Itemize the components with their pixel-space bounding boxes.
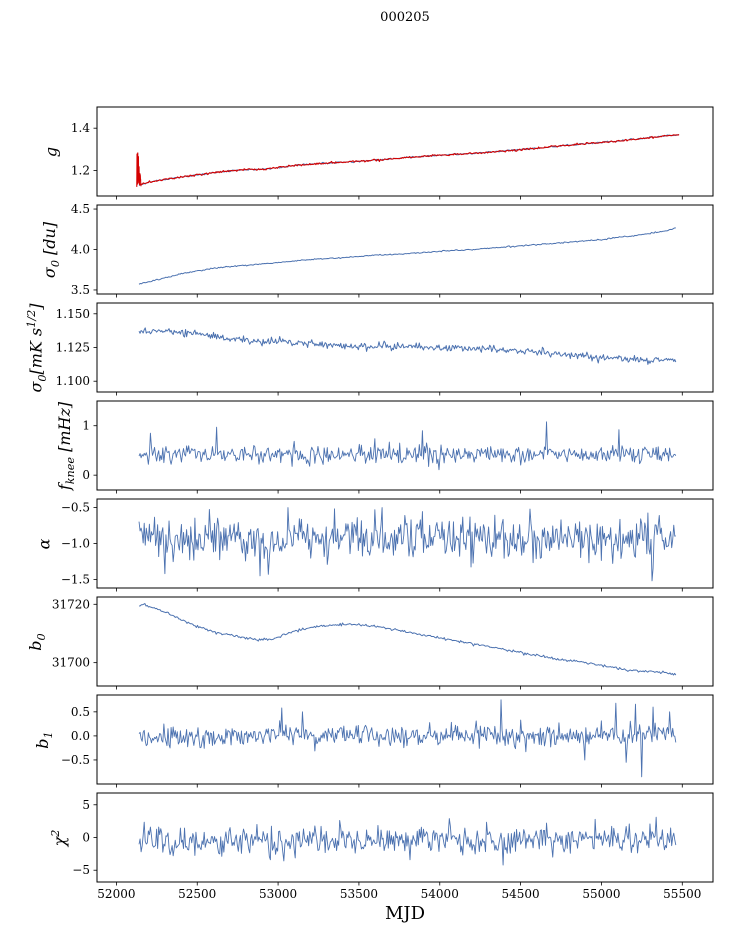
y-tick-label: 0 <box>82 468 90 482</box>
y-axis-label-b1: b1 <box>33 730 56 749</box>
panel-b1: −0.5 0.0 0.5 <box>61 694 714 788</box>
panel-alpha: −1.5 −1.0 −0.5 <box>61 498 714 592</box>
x-tick-label: 52000 <box>97 887 135 901</box>
panel-sigma0-mK: 1.100 1.125 1.150 <box>56 302 714 396</box>
series-gain-raw-startup-spike <box>136 152 142 187</box>
x-tick-label: 52500 <box>178 887 216 901</box>
y-axis-label-sigma0-du: σ0 [du] <box>40 221 63 278</box>
y-tick-label: −5 <box>72 863 90 877</box>
series-fknee-line <box>138 421 677 471</box>
series-b1-line <box>138 699 677 778</box>
series-gain-raw <box>139 134 680 186</box>
y-tick-label: −1.0 <box>61 537 90 551</box>
x-axis-label: MJD <box>384 903 426 924</box>
y-tick-label: 0.5 <box>71 705 90 719</box>
y-tick-label: 4.5 <box>71 202 90 216</box>
series-alpha-line <box>138 507 676 582</box>
y-axis-label-fknee: fknee [mHz] <box>54 401 77 490</box>
y-tick-label: 5 <box>82 798 90 812</box>
y-tick-label: 1.150 <box>56 307 90 321</box>
y-tick-label: −1.5 <box>61 572 90 586</box>
axes-frame-gain <box>96 106 714 197</box>
x-tick-label: 54500 <box>502 887 540 901</box>
y-axis-label-sigma0-mK: σ0[mK s1/2] <box>25 303 49 392</box>
axes-frame-b1 <box>96 694 714 785</box>
series-sigma0-mK-line <box>138 327 677 365</box>
y-axis-label-b0: b0 <box>25 632 49 651</box>
y-tick-label: −0.5 <box>61 753 90 767</box>
y-tick-label: 31720 <box>52 597 90 611</box>
series-sigma0-du-line <box>138 227 676 285</box>
panel-fknee: 01 <box>82 400 714 494</box>
y-axis-label-gain: g <box>41 146 61 157</box>
series-gain-fit <box>138 134 680 187</box>
y-tick-label: 0 <box>82 831 90 845</box>
axes-frame-chi2 <box>96 792 714 883</box>
series-chi2-line <box>138 816 677 866</box>
y-tick-label: 1.2 <box>71 164 90 178</box>
x-tick-label: 55000 <box>582 887 620 901</box>
x-tick-label: 55500 <box>663 887 701 901</box>
y-tick-label: 31700 <box>52 656 90 670</box>
panel-gain: 1.2 1.4 <box>71 106 714 200</box>
chart-title: 000205 <box>380 10 430 25</box>
panel-b0: 31700 31720 <box>52 596 714 690</box>
y-tick-label: 1 <box>82 419 90 433</box>
y-tick-label: 0.0 <box>71 729 90 743</box>
x-tick-label: 54000 <box>421 887 459 901</box>
y-tick-label: 1.100 <box>56 374 90 388</box>
axes-frame-sigma0-du <box>96 204 714 295</box>
y-tick-label: 4.0 <box>71 243 90 257</box>
y-tick-label: 1.4 <box>71 121 90 135</box>
axes-frame-b0 <box>96 596 714 687</box>
x-tick-label: 53500 <box>340 887 378 901</box>
y-axis-label-chi2: χ2 <box>48 829 69 846</box>
y-tick-label: −0.5 <box>61 501 90 515</box>
panel-sigma0-du: 3.5 4.0 4.5 <box>71 202 714 298</box>
series-b0-line <box>139 603 677 676</box>
y-axis-label-alpha: α <box>34 538 54 549</box>
x-tick-label: 53000 <box>259 887 297 901</box>
panel-chi2: −5 0 5 52000 52500 53000 53500 54000 54500 55000 5… <box>72 792 714 901</box>
y-tick-label: 1.125 <box>56 341 90 355</box>
axes-frame-fknee <box>96 400 714 491</box>
y-tick-label: 3.5 <box>71 283 90 297</box>
